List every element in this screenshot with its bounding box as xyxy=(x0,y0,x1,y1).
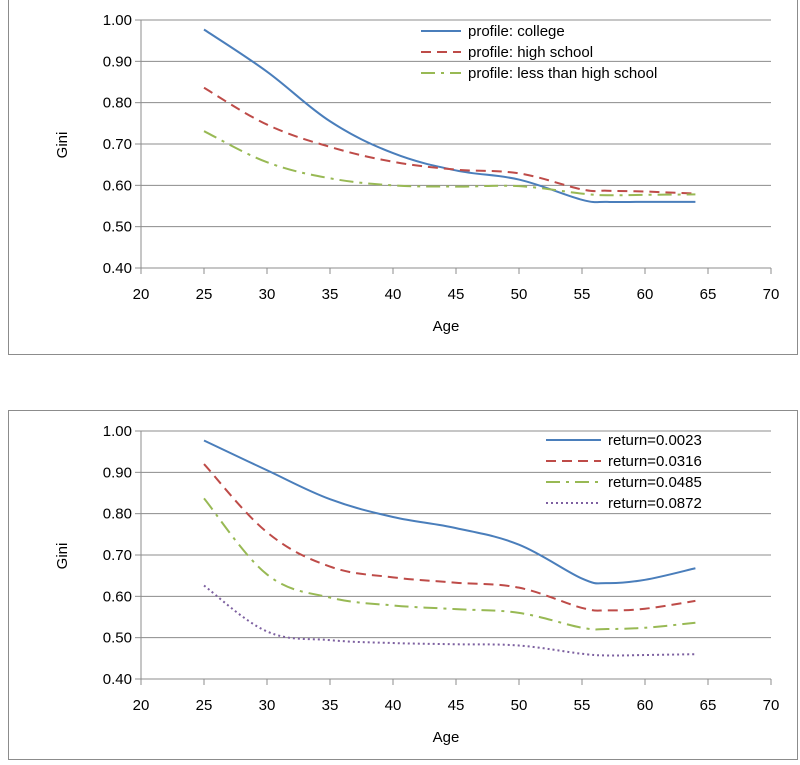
chart2-xtick-label: 35 xyxy=(322,697,339,714)
chart1-legend-label-3: profile: less than high school xyxy=(468,65,657,82)
chart1-xtick-label: 30 xyxy=(259,286,276,303)
chart1-series-line-2 xyxy=(203,86,696,195)
chart2-xtick-label: 45 xyxy=(448,697,465,714)
chart2-xtick-label: 40 xyxy=(385,697,402,714)
chart1-xtick-label: 50 xyxy=(511,286,528,303)
chart2-xtick-label: 25 xyxy=(196,697,213,714)
chart1-legend-label-1: profile: college xyxy=(468,23,565,40)
chart1-xtick-label: 40 xyxy=(385,286,402,303)
chart-svg-bottom: 0.40 0.50 0.60 0.70 0.80 0.90 1.00 20 25 30 35 40 45… xyxy=(54,423,780,746)
chart2-ytick-label: 0.70 xyxy=(103,547,132,564)
chart1-xtick-label: 35 xyxy=(322,286,339,303)
chart2-xtick-label: 20 xyxy=(133,697,150,714)
chart2-x-axis-title: Age xyxy=(433,729,460,746)
chart2-legend-label-4: return=0.0872 xyxy=(608,495,702,512)
chart2-series-line-1 xyxy=(203,439,696,585)
chart2-y-axis-title: Gini xyxy=(54,543,71,570)
chart1-ytick-label: 0.70 xyxy=(103,136,132,153)
chart1-ytick-label: 0.60 xyxy=(103,177,132,194)
chart2-xtick-label: 70 xyxy=(763,697,780,714)
chart2-legend-label-1: return=0.0023 xyxy=(608,432,702,449)
chart1-series-line-1 xyxy=(203,28,696,204)
chart2-series-line-3 xyxy=(203,497,696,631)
chart2-ytick-label: 0.50 xyxy=(103,630,132,647)
chart2-ytick-label: 1.00 xyxy=(103,423,132,440)
chart2-xtick-label: 60 xyxy=(637,697,654,714)
chart1-ytick-label: 0.40 xyxy=(103,260,132,277)
chart2-series-line-4 xyxy=(203,584,696,657)
chart2-xtick-label: 55 xyxy=(574,697,591,714)
chart1-ytick-label: 1.00 xyxy=(103,12,132,29)
chart2-ytick-label: 0.80 xyxy=(103,506,132,523)
chart2-xtick-label: 50 xyxy=(511,697,528,714)
chart1-xtick-label: 55 xyxy=(574,286,591,303)
chart1-y-axis-title: Gini xyxy=(54,132,71,159)
chart2-legend-label-2: return=0.0316 xyxy=(608,453,702,470)
chart2-ytick-label: 0.90 xyxy=(103,464,132,481)
chart2-xtick-label: 30 xyxy=(259,697,276,714)
chart1-xtick-label: 45 xyxy=(448,286,465,303)
chart2-series-line-2 xyxy=(203,463,696,612)
chart1-ytick-label: 0.50 xyxy=(103,219,132,236)
chart1-xtick-label: 65 xyxy=(700,286,717,303)
chart2-ytick-label: 0.60 xyxy=(103,588,132,605)
chart1-series-line-3 xyxy=(203,130,696,197)
chart1-xtick-label: 20 xyxy=(133,286,150,303)
chart1-xtick-label: 70 xyxy=(763,286,780,303)
chart2-xtick-label: 65 xyxy=(700,697,717,714)
chart1-x-axis-title: Age xyxy=(433,318,460,335)
chart1-legend-label-2: profile: high school xyxy=(468,44,593,61)
chart2-ytick-label: 0.40 xyxy=(103,671,132,688)
chart-svg-top: 0.40 0.50 0.60 0.70 0.80 0.90 1.00 20 25 30 35 40 45… xyxy=(54,12,780,335)
chart1-ytick-label: 0.90 xyxy=(103,53,132,70)
chart1-ytick-label: 0.80 xyxy=(103,95,132,112)
chart-panel-bottom: 0.40 0.50 0.60 0.70 0.80 0.90 1.00 20 25 30 35 40 45… xyxy=(8,410,798,760)
chart-panel-top: 0.40 0.50 0.60 0.70 0.80 0.90 1.00 20 25 30 35 40 45… xyxy=(8,0,798,355)
chart1-xtick-label: 25 xyxy=(196,286,213,303)
chart2-legend-label-3: return=0.0485 xyxy=(608,474,702,491)
chart1-xtick-label: 60 xyxy=(637,286,654,303)
